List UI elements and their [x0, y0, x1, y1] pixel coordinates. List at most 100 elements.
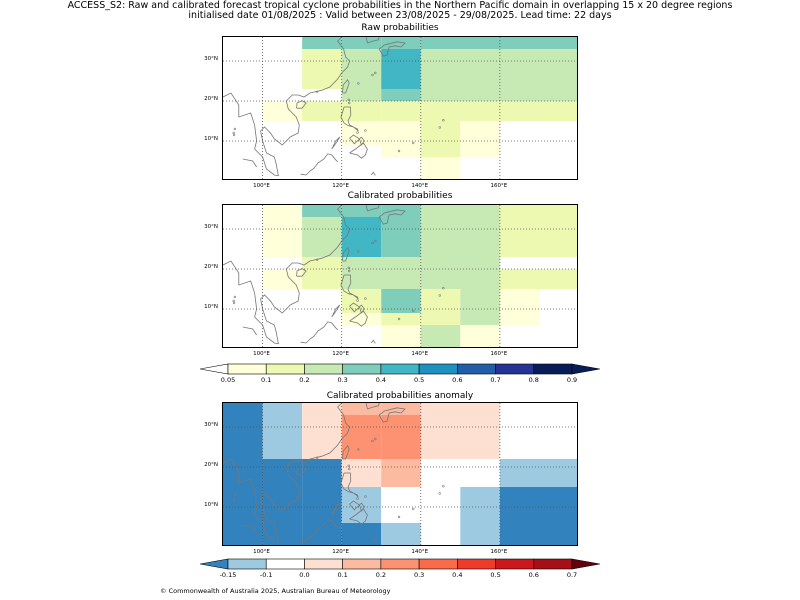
panel-raw-map: [222, 36, 578, 180]
panel-raw-title: Raw probabilities: [361, 23, 439, 33]
heatmap-cell: [381, 403, 421, 415]
coastline: [365, 37, 368, 44]
heatmap-cell: [499, 403, 577, 459]
colorbar-anomaly-tick-label: 0.6: [528, 571, 539, 579]
island: [357, 448, 360, 451]
coastline: [296, 100, 307, 109]
heatmap-svg: [223, 403, 577, 545]
heatmap-cell: [420, 145, 461, 157]
colorbar-anomaly-swatch: [418, 558, 458, 570]
heatmap-cell: [381, 415, 421, 459]
panel-calibrated-title: Calibrated probabilities: [347, 191, 453, 201]
heatmap-cell: [302, 269, 342, 289]
coastline: [331, 136, 341, 150]
colorbar-probability-swatch: [495, 363, 535, 375]
heatmap-cell: [420, 49, 577, 89]
coastline: [331, 502, 341, 516]
lat-tick-label: 20°N: [204, 264, 218, 270]
heatmap-cell: [420, 89, 577, 101]
lat-tick-label: 10°N: [204, 304, 218, 310]
colorbar-probability-tick-label: 0.9: [566, 376, 578, 384]
lon-tick-label: 160°E: [490, 183, 508, 189]
coastline: [349, 142, 368, 159]
colorbar-anomaly-swatch: [304, 558, 343, 570]
island: [364, 495, 367, 498]
heatmap-cell: [262, 205, 303, 217]
heatmap-cell: [302, 403, 342, 459]
coastline: [378, 209, 406, 225]
lon-tick-label: 160°E: [490, 549, 508, 555]
colorbar-anomaly-tick-label: 0.7: [566, 571, 578, 579]
heatmap-svg: [223, 37, 577, 179]
heatmap-cell: [499, 205, 577, 217]
island: [364, 297, 367, 300]
heatmap-cell: [381, 487, 421, 523]
heatmap-cell: [262, 459, 303, 545]
heatmap-cell: [381, 523, 421, 545]
island: [412, 309, 415, 313]
colorbar-anomaly-tick-label: 0.5: [490, 571, 501, 579]
heatmap-cell: [341, 217, 382, 257]
colorbar-probability-tick-label: 0.05: [220, 376, 236, 384]
coastline: [242, 524, 257, 534]
heatmap-cell: [262, 217, 303, 257]
heatmap-cell: [381, 313, 421, 325]
island: [357, 250, 360, 253]
heatmap-cell: [381, 325, 421, 347]
colorbar-probability-tick-label: 0.2: [299, 376, 310, 384]
coastline: [365, 403, 368, 410]
coastline: [349, 508, 368, 525]
colorbar-anomaly-swatch: [457, 558, 496, 570]
coastline: [300, 519, 338, 542]
colorbar-anomaly: -0.15 -0.1 0.0 0.1 0.2 0.3 0.4 0.5 0.6 0.7: [200, 557, 600, 583]
island: [397, 515, 401, 519]
lon-tick-label: 120°E: [332, 549, 350, 555]
panel-anomaly-map: [222, 402, 578, 546]
colorbar-probability-swatch: [533, 363, 573, 375]
heatmap-cell: [420, 101, 577, 121]
heatmap-cell: [341, 257, 421, 269]
island: [347, 266, 350, 269]
heatmap-cell: [341, 313, 382, 325]
coastline: [296, 466, 307, 475]
island: [442, 118, 445, 122]
lon-tick-label: 140°E: [411, 183, 429, 189]
colorbar-probability-tick-label: 0.6: [452, 376, 463, 384]
colorbar-probability-swatch: [457, 363, 496, 375]
coastline: [370, 171, 376, 176]
heatmap-cell: [420, 313, 461, 325]
heatmap-cell: [302, 487, 342, 545]
heatmap-cell: [381, 145, 421, 157]
colorbar-anomaly-swatch: [227, 558, 267, 570]
heatmap-cell: [420, 459, 500, 487]
heatmap-cell: [262, 101, 303, 121]
lon-tick-label: 100°E: [253, 183, 270, 189]
coastline: [296, 268, 307, 277]
island: [397, 317, 401, 321]
island: [397, 149, 401, 153]
colorbar-anomaly-swatch: [265, 558, 305, 570]
lat-tick-label: 20°N: [204, 96, 218, 102]
coastline: [340, 472, 359, 498]
coastline: [331, 304, 341, 318]
island: [442, 484, 445, 488]
heatmap-cell: [420, 269, 500, 289]
island: [374, 239, 377, 243]
heatmap-cell: [460, 487, 500, 545]
coastline: [223, 37, 351, 177]
heatmap-cell: [381, 89, 421, 101]
coastline: [367, 37, 380, 44]
heatmap-cell: [460, 313, 500, 325]
island: [315, 90, 319, 93]
lat-tick-label: 30°N: [204, 224, 218, 230]
colorbar-probability-swatch: [227, 363, 267, 375]
colorbar-probability-swatch: [265, 363, 305, 375]
heatmap-cell: [262, 403, 303, 459]
heatmap-cell: [341, 269, 421, 289]
island: [232, 301, 236, 305]
heatmap-cell: [381, 37, 421, 49]
colorbar-probability-tick-label: 0.8: [528, 376, 539, 384]
island: [347, 269, 351, 273]
coastline: [340, 106, 359, 132]
island: [356, 131, 359, 134]
